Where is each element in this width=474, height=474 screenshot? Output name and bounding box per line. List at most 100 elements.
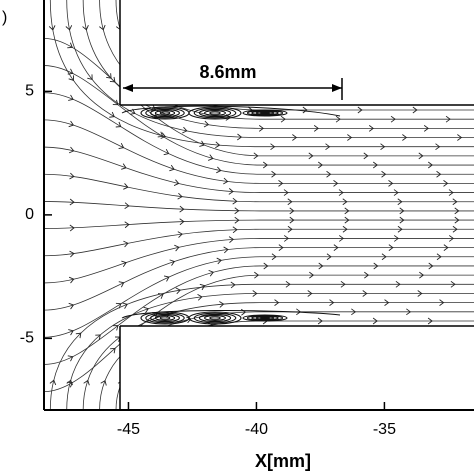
recirculation (242, 314, 288, 322)
flow-arrow (452, 198, 458, 206)
flow-arrow (317, 161, 323, 169)
flow-arrow (372, 317, 378, 325)
flow-arrow (197, 293, 203, 301)
streamline (44, 228, 474, 257)
flow-arrow (118, 143, 125, 150)
dimension-arrow (332, 84, 342, 92)
flow-arrow (344, 216, 350, 224)
recirculation (121, 105, 341, 117)
flow-arrow (402, 134, 408, 141)
flow-arrow (325, 143, 331, 151)
flow-arrow (67, 42, 73, 49)
flow-arrow (179, 205, 185, 213)
flow-arrow (253, 152, 259, 160)
flow-arrow (163, 275, 170, 282)
flow-arrow (252, 290, 258, 297)
flow-arrow (122, 302, 128, 309)
flow-arrow (329, 299, 335, 307)
flow-arrow (271, 253, 277, 261)
flow-arrow (283, 189, 289, 196)
flow-arrow (118, 281, 125, 288)
flow-arrow (443, 244, 449, 251)
flow-arrow (169, 164, 175, 172)
flow-arrow (448, 189, 454, 196)
flow-arrow (406, 308, 412, 316)
flow-arrow (49, 379, 57, 386)
recirculation (188, 106, 242, 120)
flow-arrow (68, 120, 75, 128)
flow-arrow (397, 225, 403, 233)
flow-arrow (186, 316, 192, 324)
flow-arrow (232, 197, 238, 205)
flow-arrow (457, 134, 463, 141)
flow-arrow (347, 134, 353, 141)
flow-arrow (228, 188, 234, 195)
flow-arrow (292, 134, 298, 141)
flow-arrow (109, 111, 115, 118)
flow-arrow (274, 299, 280, 307)
flow-arrow (208, 154, 214, 161)
flow-arrow (427, 317, 433, 325)
flow-arrow (219, 301, 225, 308)
flow-arrow (115, 121, 122, 128)
streamline (99, 0, 474, 120)
streamline (44, 119, 474, 184)
flow-arrow (393, 189, 399, 196)
flow-arrow (340, 280, 346, 288)
flow-arrow (278, 180, 284, 187)
panel-label: ) (2, 9, 7, 26)
flow-arrow (157, 131, 164, 138)
streamline (44, 219, 474, 229)
flow-arrow (234, 216, 240, 224)
recirculation (150, 313, 180, 323)
flow-arrow (436, 170, 442, 178)
flow-arrow (215, 141, 221, 149)
x-tick-label: -40 (245, 421, 268, 438)
flow-arrow (99, 24, 106, 31)
flow-arrow (68, 75, 75, 81)
flow-arrow (309, 271, 315, 279)
flow-arrow (230, 281, 236, 289)
flow-arrow (427, 161, 433, 169)
recirculation (154, 110, 176, 116)
flow-arrow (395, 280, 401, 288)
flow-arrow (368, 124, 374, 132)
flow-arrow (110, 347, 116, 354)
flow-arrow (237, 133, 243, 141)
flow-arrow (318, 262, 324, 270)
flow-arrow (380, 143, 386, 151)
flow-arrow (48, 25, 56, 31)
flow-arrow (271, 170, 277, 178)
recirculation (251, 110, 279, 116)
flow-arrow (75, 332, 82, 339)
y-tick-label: -5 (20, 330, 34, 347)
flow-arrow (439, 299, 445, 307)
recirculation (198, 313, 232, 323)
flow-arrow (175, 287, 181, 295)
x-axis-label: X[mm] (255, 451, 311, 471)
flow-arrow (289, 216, 295, 224)
flow-arrow (338, 235, 344, 242)
flow-arrow (69, 224, 75, 232)
flow-arrow (216, 166, 222, 174)
flow-arrow (362, 290, 368, 297)
flow-arrow (443, 180, 449, 187)
flow-arrow (124, 202, 130, 210)
streamline (66, 293, 474, 410)
streamline (44, 238, 474, 284)
flow-arrow (452, 225, 458, 233)
flow-arrow (399, 207, 405, 215)
flow-arrow (192, 96, 199, 104)
flow-arrow (223, 246, 229, 254)
flow-arrow (381, 253, 387, 261)
flow-arrow (308, 152, 314, 160)
flow-arrow (208, 269, 215, 277)
flow-arrow (124, 221, 130, 229)
flow-arrow (388, 180, 394, 187)
recirculation (246, 315, 284, 321)
recirculation (159, 316, 171, 320)
recirculation (193, 312, 237, 324)
recirculation (145, 312, 185, 324)
flow-arrow (351, 308, 357, 316)
flow-arrow (262, 161, 268, 169)
